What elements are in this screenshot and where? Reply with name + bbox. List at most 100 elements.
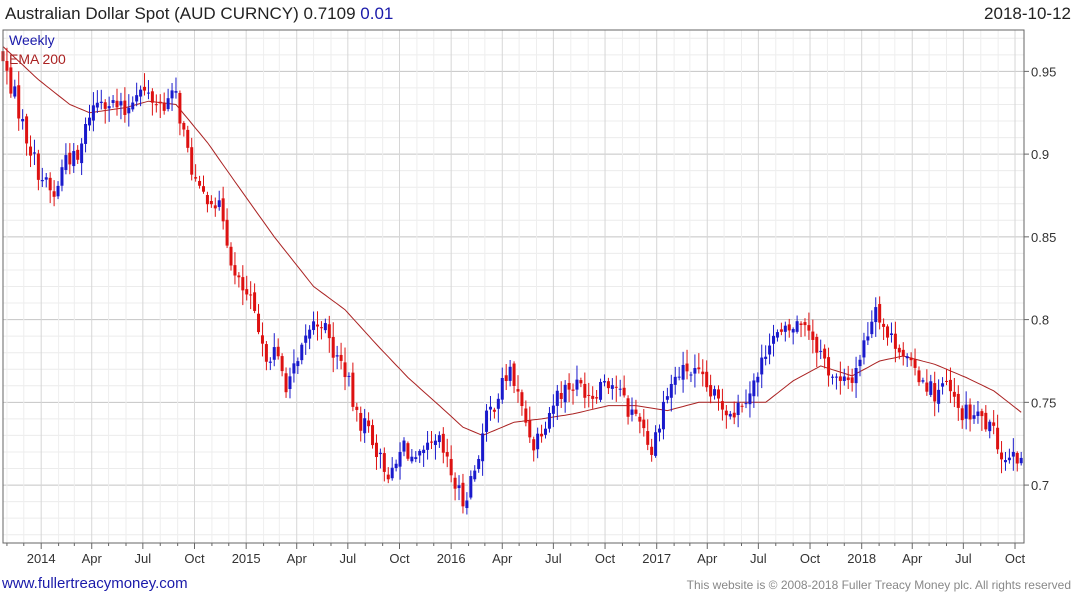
candle-down bbox=[614, 386, 618, 388]
candle-up bbox=[127, 107, 131, 114]
candle-up bbox=[665, 396, 669, 400]
site-link[interactable]: www.fullertreacymoney.com bbox=[2, 575, 188, 592]
candle-down bbox=[150, 91, 154, 103]
candle-down bbox=[371, 425, 375, 446]
candle-up bbox=[834, 376, 838, 378]
candle-up bbox=[378, 452, 382, 455]
candle-down bbox=[807, 325, 811, 331]
candle-down bbox=[532, 439, 536, 451]
candle-up bbox=[465, 500, 469, 509]
y-tick-label: 0.85 bbox=[1031, 230, 1056, 245]
candle-up bbox=[433, 440, 437, 445]
candle-up bbox=[575, 379, 579, 390]
x-tick-label: Apr bbox=[287, 551, 308, 566]
candle-down bbox=[158, 101, 162, 104]
candle-up bbox=[602, 381, 606, 383]
candle-down bbox=[249, 294, 253, 296]
candle-up bbox=[889, 333, 893, 336]
candle-down bbox=[359, 412, 363, 431]
candle-up bbox=[905, 356, 909, 359]
candle-down bbox=[638, 416, 642, 422]
candle-up bbox=[56, 185, 60, 197]
candle-up bbox=[292, 363, 296, 374]
candle-up bbox=[929, 381, 933, 395]
candle-down bbox=[351, 372, 355, 407]
candle-down bbox=[709, 385, 713, 397]
title-text: Australian Dollar Spot (AUD CURNCY) 0.71… bbox=[5, 4, 356, 23]
candle-up bbox=[795, 321, 799, 332]
candle-up bbox=[610, 385, 614, 389]
candle-up bbox=[268, 361, 272, 363]
candle-down bbox=[68, 152, 72, 165]
candle-up bbox=[630, 409, 634, 415]
candle-down bbox=[606, 381, 610, 389]
candle-down bbox=[331, 336, 335, 358]
candle-up bbox=[64, 155, 68, 170]
candle-down bbox=[720, 401, 724, 410]
candle-up bbox=[693, 368, 697, 374]
candle-down bbox=[461, 482, 465, 507]
candle-down bbox=[705, 371, 709, 388]
candle-up bbox=[13, 86, 17, 97]
candle-down bbox=[701, 371, 705, 375]
candle-down bbox=[1015, 452, 1019, 464]
candle-down bbox=[9, 67, 13, 94]
x-tick-label: Jul bbox=[545, 551, 562, 566]
candle-up bbox=[481, 433, 485, 462]
x-tick-label: Oct bbox=[1005, 551, 1026, 566]
candle-down bbox=[241, 277, 245, 291]
candle-down bbox=[276, 346, 280, 357]
candle-up bbox=[783, 325, 787, 332]
candle-down bbox=[367, 420, 371, 427]
candle-up bbox=[854, 368, 858, 384]
y-tick-label: 0.75 bbox=[1031, 395, 1056, 410]
candle-up bbox=[551, 405, 555, 414]
candle-up bbox=[658, 428, 662, 433]
candle-up bbox=[44, 177, 48, 180]
x-tick-label: Oct bbox=[595, 551, 616, 566]
candle-up bbox=[418, 450, 422, 456]
candle-up bbox=[146, 92, 150, 94]
candles-layer bbox=[1, 42, 1023, 515]
candle-up bbox=[536, 433, 540, 450]
candle-up bbox=[544, 428, 548, 435]
candle-down bbox=[587, 394, 591, 396]
candle-down bbox=[52, 191, 56, 197]
candle-down bbox=[779, 329, 783, 332]
candle-down bbox=[29, 146, 33, 156]
candle-up bbox=[60, 167, 64, 186]
candle-down bbox=[343, 362, 347, 378]
candle-up bbox=[91, 105, 95, 121]
candle-up bbox=[21, 118, 25, 122]
candle-down bbox=[528, 420, 532, 438]
candle-up bbox=[874, 307, 878, 323]
candle-up bbox=[414, 457, 418, 460]
candle-up bbox=[488, 406, 492, 410]
candle-up bbox=[390, 467, 394, 479]
candle-up bbox=[713, 389, 717, 396]
candle-up bbox=[941, 383, 945, 387]
candle-down bbox=[960, 408, 964, 421]
candle-down bbox=[724, 410, 728, 416]
candle-down bbox=[441, 433, 445, 453]
candle-up bbox=[139, 89, 143, 97]
x-tick-label: Apr bbox=[82, 551, 103, 566]
candle-down bbox=[205, 195, 209, 205]
candle-down bbox=[260, 335, 264, 344]
candle-down bbox=[980, 411, 984, 417]
y-tick-label: 0.7 bbox=[1031, 478, 1049, 493]
candle-up bbox=[1007, 457, 1011, 461]
candle-down bbox=[209, 200, 213, 205]
candle-up bbox=[308, 329, 312, 339]
candle-down bbox=[449, 458, 453, 476]
candle-down bbox=[646, 431, 650, 445]
candle-down bbox=[897, 347, 901, 353]
candle-up bbox=[217, 200, 221, 207]
chart-title: Australian Dollar Spot (AUD CURNCY) 0.71… bbox=[5, 4, 393, 24]
candle-down bbox=[492, 409, 496, 412]
candle-up bbox=[477, 458, 481, 470]
candle-down bbox=[716, 389, 720, 399]
candle-down bbox=[948, 379, 952, 392]
candle-down bbox=[123, 100, 127, 115]
candle-down bbox=[732, 412, 736, 418]
